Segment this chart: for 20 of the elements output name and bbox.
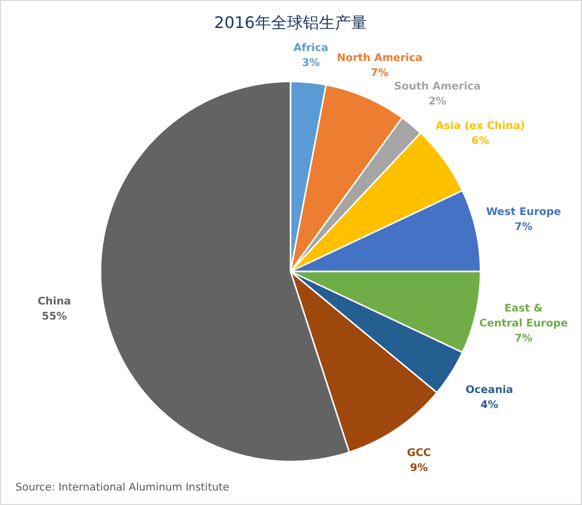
slice-label: Africa [294, 42, 328, 54]
data-label: 2% [428, 95, 447, 108]
slice-label: Asia (ex China) [436, 120, 525, 132]
data-label: 3% [302, 56, 320, 69]
data-label: 55% [42, 310, 68, 322]
slice-label: China [38, 295, 72, 308]
data-label: 9% [410, 462, 428, 474]
slice-label: North America [336, 52, 422, 64]
source-note: Source: International Aluminum Institute [16, 482, 230, 494]
data-label: 7% [514, 220, 533, 233]
chart-title: 2016年全球铝生产量 [214, 13, 367, 32]
data-label: 7% [370, 66, 390, 79]
slice-label: Oceania [466, 384, 514, 396]
slice-label: East & Central Europe [479, 302, 568, 330]
slice-label: South America [394, 80, 481, 92]
data-label: 7% [514, 332, 533, 345]
data-label: 4% [480, 399, 499, 412]
slice-label: GCC [406, 447, 432, 460]
slice-label: West Europe [486, 206, 562, 218]
data-label: 6% [471, 135, 490, 148]
